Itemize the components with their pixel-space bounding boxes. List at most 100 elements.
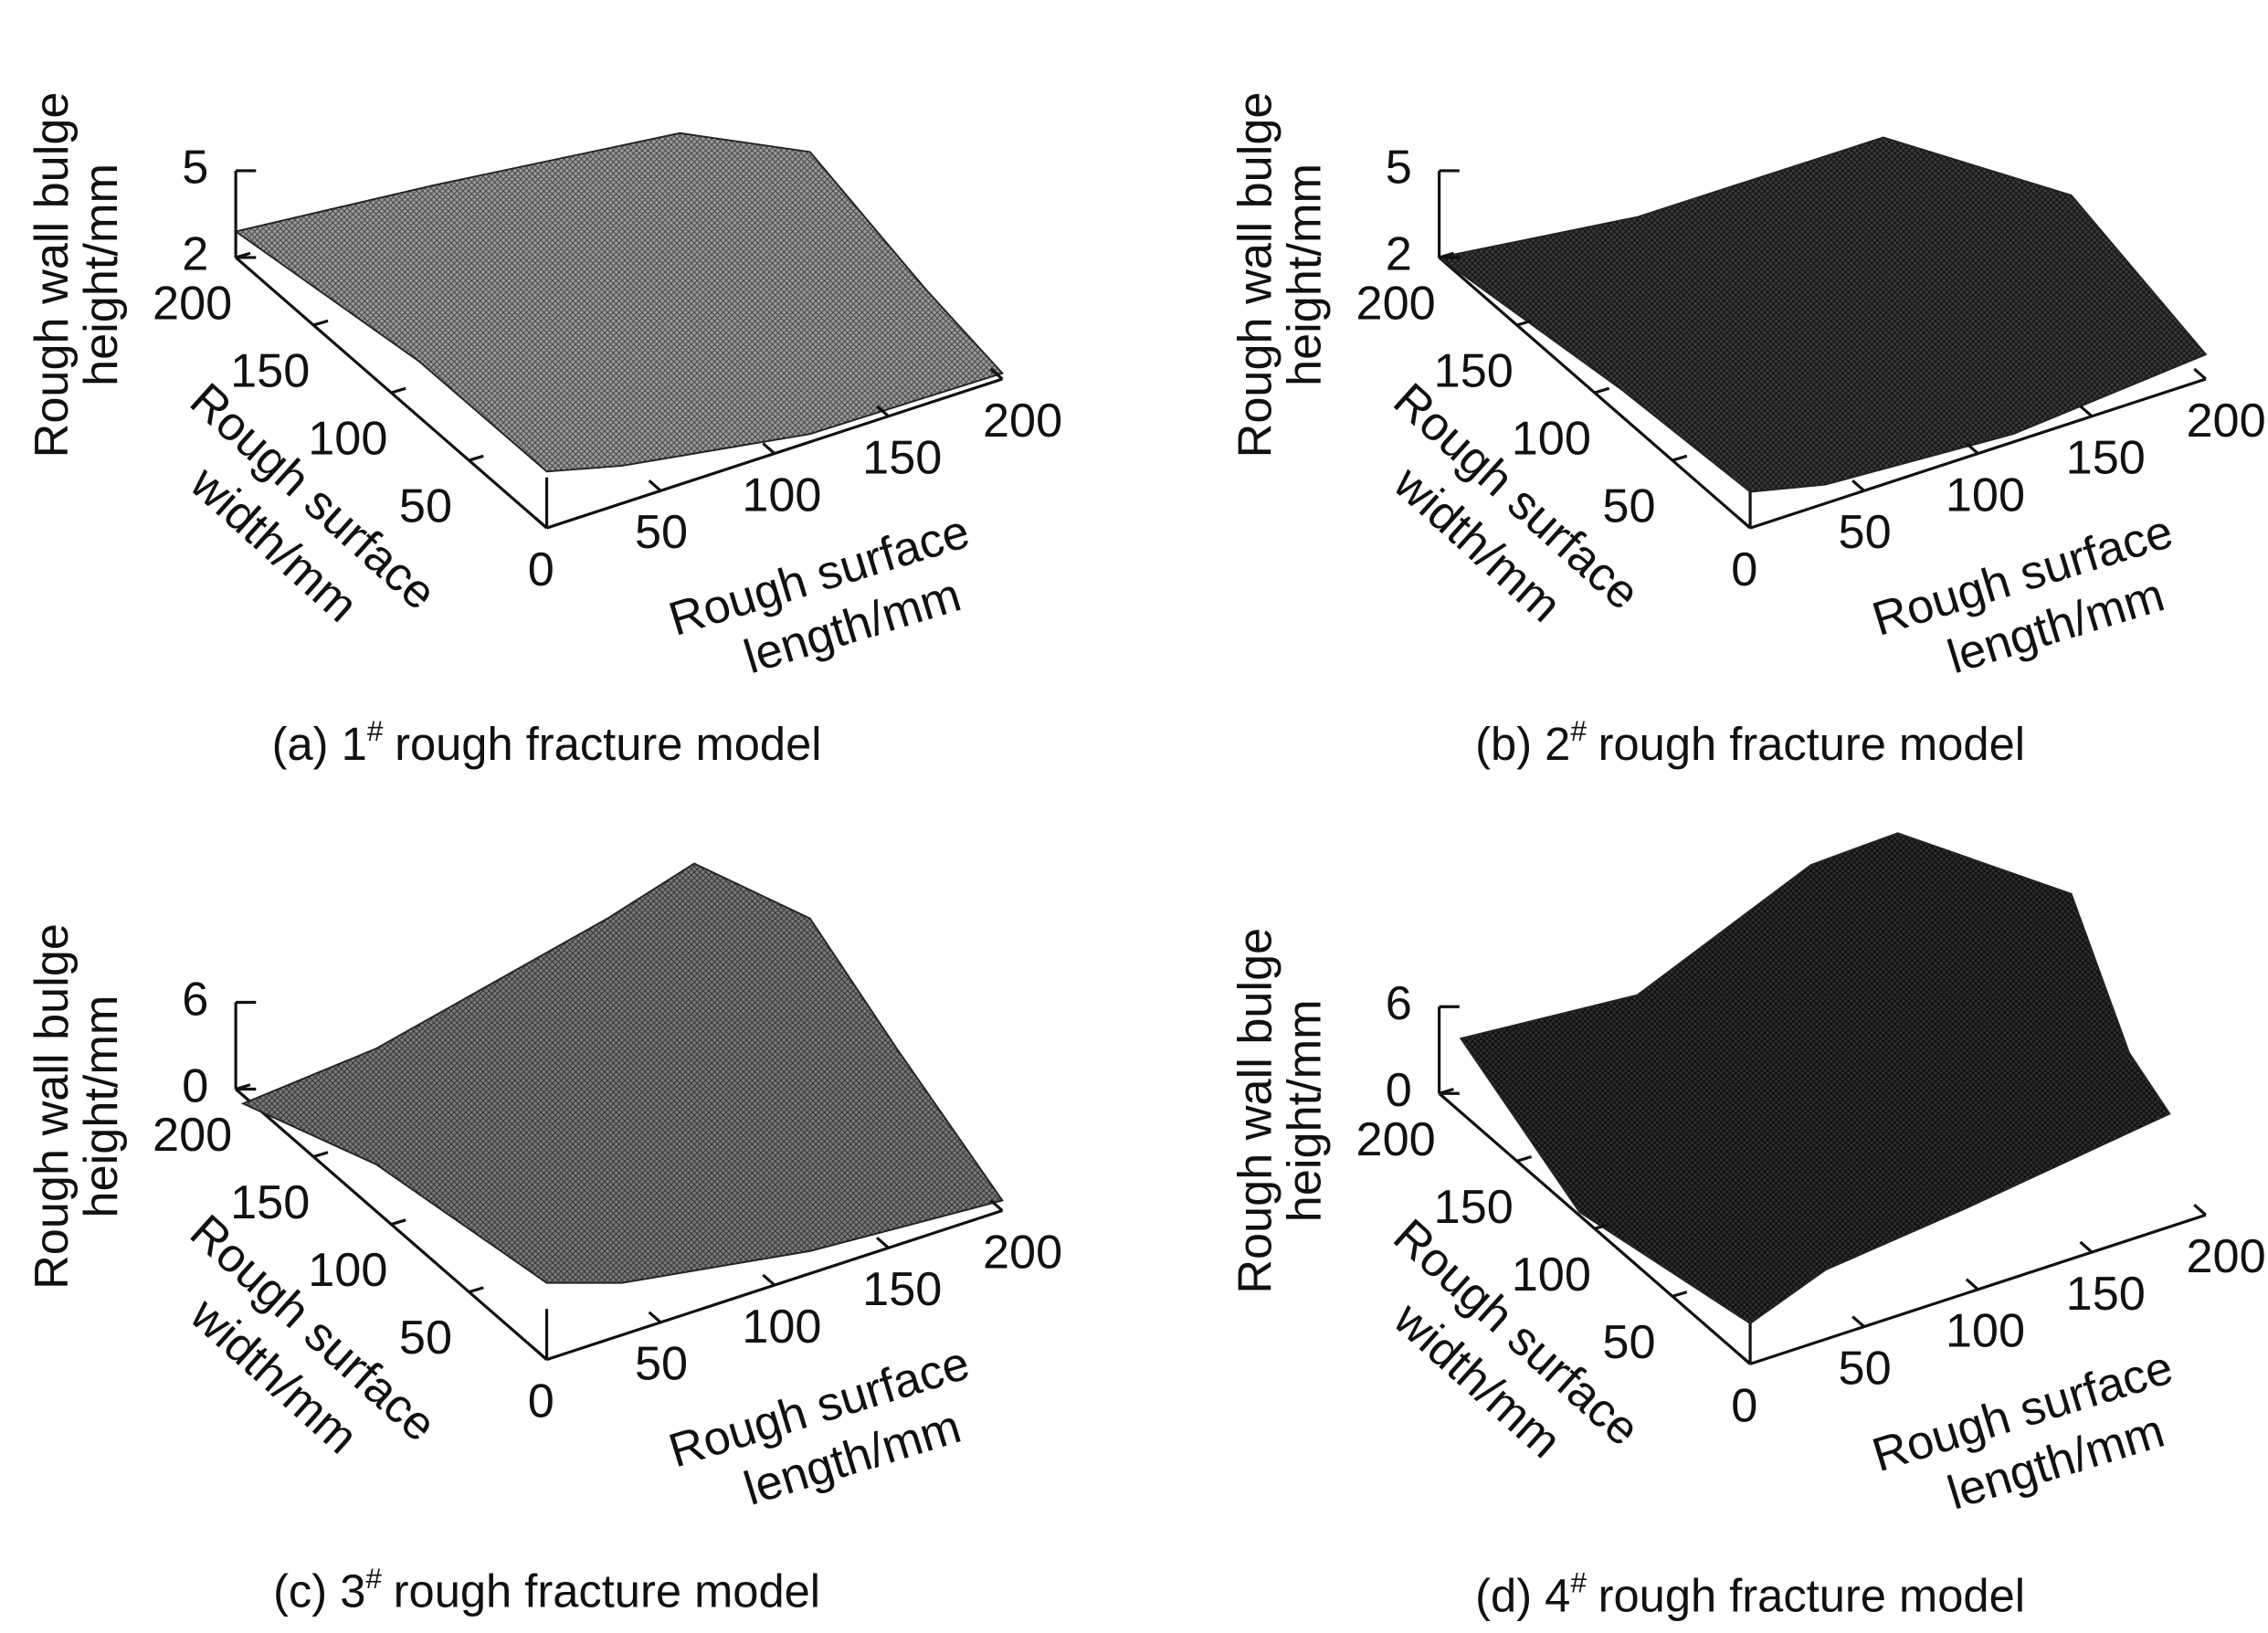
y-tick: [1594, 1223, 1610, 1230]
x-tick-label: 100: [742, 1301, 821, 1354]
x-tick-label: 50: [1839, 506, 1892, 559]
caption: (a) 1# rough fracture model: [272, 714, 822, 770]
x-tick-label: 150: [2066, 432, 2146, 485]
x-tick-label: 150: [862, 1263, 942, 1316]
z-axis-title: height/mm: [1278, 163, 1331, 386]
y-tick: [312, 319, 329, 327]
y-tick: [312, 1151, 329, 1159]
x-tick: [1851, 1315, 1865, 1328]
surface: [240, 862, 1004, 1284]
y-tick: [1672, 454, 1688, 462]
x-tick: [533, 1348, 548, 1361]
caption: (b) 2# rough fracture model: [1475, 714, 2025, 770]
x-tick-label: 200: [2186, 1230, 2265, 1283]
x-tick: [762, 442, 776, 455]
x-tick: [648, 1311, 662, 1324]
caption-text: rough fracture model: [394, 1565, 820, 1617]
y-tick: [1516, 319, 1533, 327]
y-tick-label: 200: [1356, 1113, 1436, 1166]
x-tick-label: 50: [1839, 1342, 1892, 1395]
y-tick-label: 150: [1434, 345, 1514, 398]
x-tick-label: 100: [1946, 469, 2025, 522]
x-tick: [989, 367, 1004, 381]
x-tick-label: 0: [1731, 1379, 1757, 1432]
y-tick: [1594, 386, 1610, 395]
y-tick: [469, 454, 484, 462]
x-tick: [2193, 367, 2207, 381]
y-tick-label: 150: [230, 1176, 310, 1229]
caption-label: (d) 4: [1475, 1570, 1570, 1622]
x-tick: [762, 1273, 776, 1287]
y-tick: [390, 386, 406, 395]
x-tick: [1737, 516, 1752, 530]
caption: (d) 4# rough fracture model: [1475, 1566, 2025, 1622]
z-tick-label: 0: [182, 1059, 208, 1112]
x-tick-label: 0: [528, 1375, 554, 1428]
y-tick-label: 50: [399, 1312, 452, 1364]
x-tick: [1737, 1353, 1752, 1365]
x-tick: [533, 516, 548, 530]
x-tick: [989, 1199, 1004, 1212]
y-tick-label: 100: [308, 1244, 387, 1297]
z-axis-title: height/mm: [75, 163, 128, 386]
z-axis-title: height/mm: [75, 996, 128, 1218]
surface: [1437, 136, 2208, 493]
z-axis-title: height/mm: [1278, 999, 1331, 1222]
caption: (c) 3# rough fracture model: [273, 1562, 820, 1617]
z-tick-label: 5: [182, 142, 208, 195]
y-tick-label: 50: [1602, 480, 1655, 533]
z-tick-label: 5: [1386, 142, 1412, 195]
x-tick-label: 150: [862, 432, 942, 485]
caption-superscript: #: [367, 714, 384, 747]
y-tick: [1516, 1155, 1533, 1163]
z-tick-label: 2: [1386, 228, 1412, 281]
x-tick-label: 150: [2066, 1268, 2146, 1321]
y-tick-label: 100: [1512, 1248, 1591, 1301]
x-tick-label: 0: [528, 543, 554, 596]
y-tick: [1672, 1291, 1688, 1298]
caption-superscript: #: [365, 1562, 382, 1595]
caption-superscript: #: [1570, 1566, 1587, 1599]
x-tick: [648, 479, 662, 492]
x-tick-label: 0: [1731, 543, 1757, 596]
y-tick-label: 200: [153, 1109, 232, 1162]
y-tick-label: 100: [308, 413, 387, 466]
z-axis-title: Rough wall bulge: [26, 92, 79, 458]
x-tick: [2079, 1240, 2094, 1254]
caption-text: rough fracture model: [1598, 718, 2025, 770]
x-tick: [1965, 442, 1979, 455]
x-tick: [2079, 405, 2094, 417]
y-tick-label: 200: [1356, 278, 1436, 331]
y-tick-label: 50: [1602, 1316, 1655, 1369]
x-tick-label: 100: [742, 469, 821, 522]
surface: [1459, 832, 2171, 1325]
z-axis-title: Rough wall bulge: [26, 923, 79, 1290]
z-tick-label: 0: [1386, 1064, 1412, 1117]
x-tick-label: 200: [983, 395, 1062, 448]
x-tick: [1851, 479, 1865, 492]
x-tick-label: 50: [635, 506, 688, 559]
z-tick-label: 2: [182, 228, 208, 281]
z-axis-title: Rough wall bulge: [1229, 928, 1282, 1294]
z-tick-label: 6: [1386, 977, 1412, 1030]
caption-text: rough fracture model: [1598, 1570, 2025, 1622]
z-tick-label: 6: [182, 973, 208, 1026]
y-tick-label: 100: [1512, 413, 1591, 466]
y-tick-label: 200: [153, 278, 232, 331]
x-tick: [2193, 1203, 2207, 1217]
caption-label: (a) 1: [272, 718, 367, 770]
x-tick: [1965, 1278, 1979, 1291]
y-tick-label: 150: [1434, 1181, 1514, 1234]
caption-text: rough fracture model: [395, 718, 821, 770]
x-tick-label: 50: [635, 1338, 688, 1391]
x-tick-label: 200: [2186, 395, 2265, 448]
y-tick-label: 50: [399, 480, 452, 533]
caption-label: (b) 2: [1475, 718, 1570, 770]
z-axis-title: Rough wall bulge: [1229, 92, 1282, 458]
y-tick: [390, 1218, 406, 1227]
caption-label: (c) 3: [273, 1565, 365, 1617]
